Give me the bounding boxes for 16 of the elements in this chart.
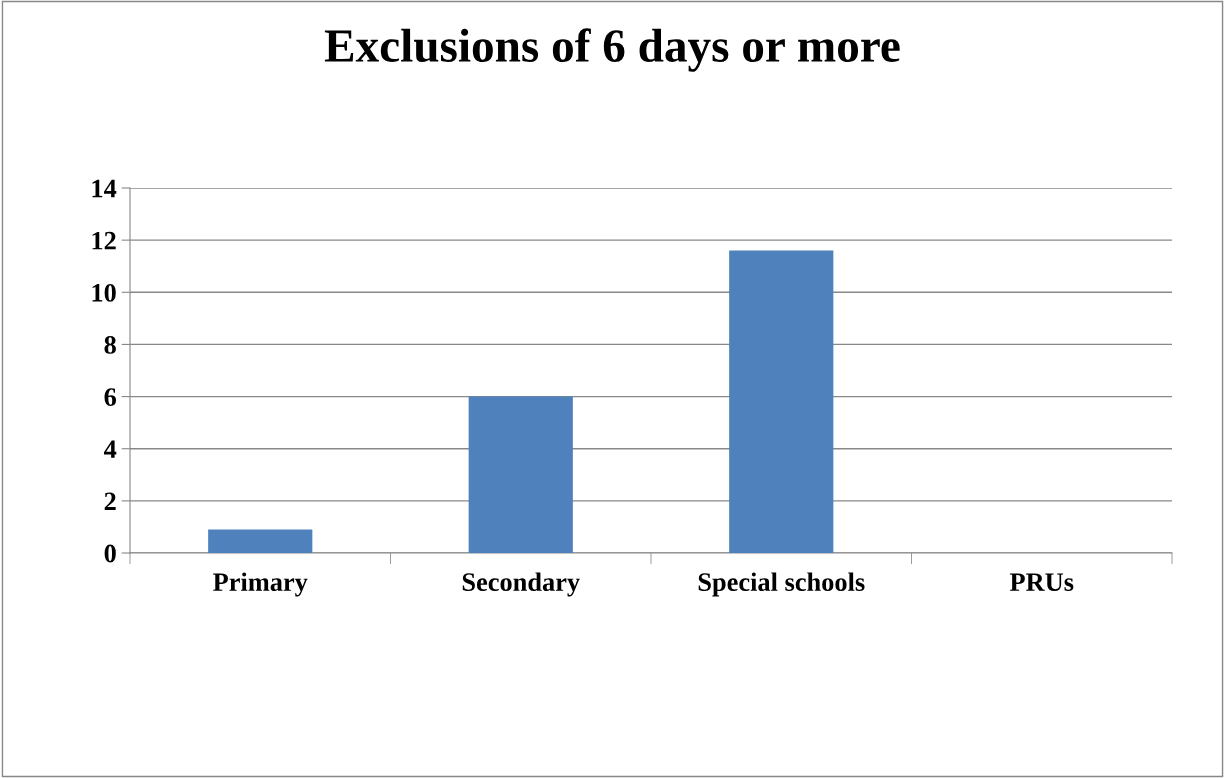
- y-tick-label: 0: [104, 544, 116, 563]
- bar: [729, 250, 834, 553]
- y-tick-label: 12: [92, 231, 116, 250]
- y-tick-label: 14: [92, 179, 117, 198]
- y-tick-label: 8: [104, 336, 116, 354]
- bar: [468, 396, 573, 553]
- y-tick-label: 2: [104, 492, 116, 511]
- y-tick-label: 10: [92, 283, 116, 302]
- x-tick-label: PRUs: [1009, 573, 1074, 592]
- y-tick-label: 4: [103, 440, 117, 458]
- y-tick-label: 6: [104, 388, 117, 406]
- x-tick-label: Special schools: [698, 572, 865, 597]
- bar: [208, 529, 313, 553]
- x-tick-label: Secondary: [462, 572, 580, 597]
- x-tick-label: Primary: [213, 572, 308, 597]
- chart-title: Exclusions of 6 days or more: [324, 28, 900, 72]
